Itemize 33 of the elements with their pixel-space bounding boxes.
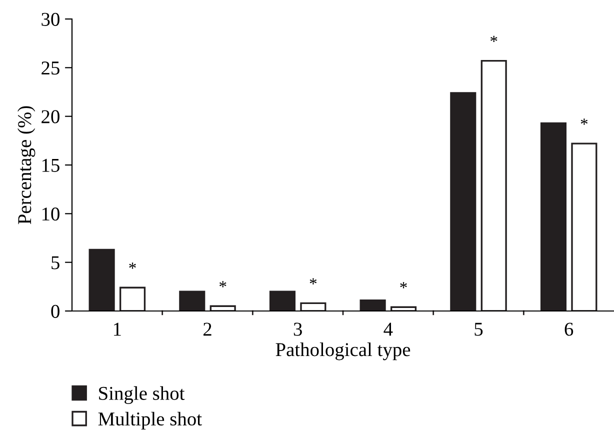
bar: [300, 302, 326, 311]
x-tick-label: 5: [474, 322, 483, 336]
y-tick-label: 10: [42, 207, 60, 221]
annotation: *: [580, 118, 588, 125]
bar: [179, 290, 206, 311]
bar: [450, 92, 476, 311]
bar: [360, 299, 386, 311]
x-tick-label: 1: [114, 322, 121, 336]
y-axis-title: Percentage (%): [18, 106, 36, 224]
annotation: *: [220, 281, 226, 288]
x-tick-label: 3: [294, 322, 302, 336]
y-tick-label: 30: [42, 12, 60, 26]
y-tick-label: 25: [42, 62, 60, 75]
annotation: *: [129, 262, 136, 269]
y-tick-label: 0: [51, 304, 60, 318]
x-tick-label: 2: [203, 322, 212, 336]
legend-label: Single shot: [99, 386, 185, 404]
legend-label: Multiple shot: [98, 412, 202, 430]
annotation: *: [490, 36, 498, 42]
y-tick-label: 5: [52, 256, 60, 270]
annotation: *: [400, 282, 407, 288]
y-tick-label: 20: [42, 110, 60, 124]
y-tick-label: 15: [42, 158, 60, 172]
x-tick-label: 6: [564, 322, 574, 336]
annotation: *: [310, 278, 317, 284]
bar: [540, 122, 567, 311]
x-axis-title: Pathological type: [276, 342, 410, 360]
bar: [480, 60, 507, 311]
bar: [88, 248, 115, 311]
bar: [119, 286, 146, 311]
bar: [269, 290, 296, 311]
bar: [571, 142, 598, 311]
x-tick-label: 4: [384, 322, 393, 336]
